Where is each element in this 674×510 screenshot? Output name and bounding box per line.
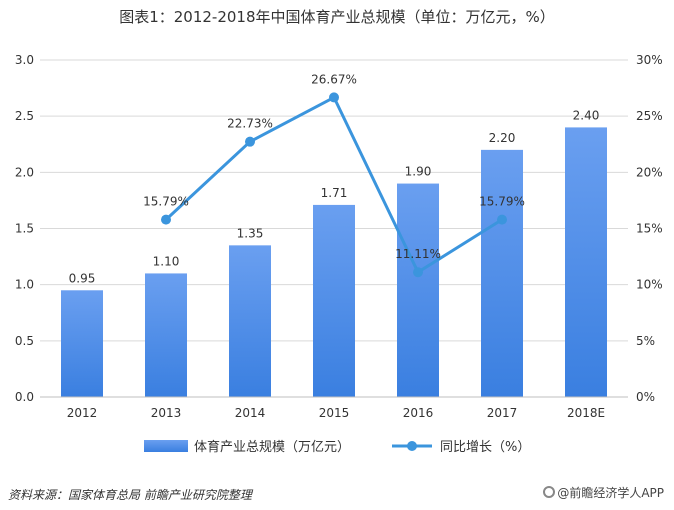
growth-value-label: 11.11% <box>395 247 441 261</box>
growth-point-2014 <box>245 136 255 147</box>
y-left-tick-label: 0.0 <box>15 390 34 404</box>
bar-2017 <box>481 149 523 397</box>
source-note: 资料来源：国家体育总局 前瞻产业研究院整理 <box>8 488 252 502</box>
brand-logo-icon <box>543 486 556 498</box>
y-right-tick-label: 10% <box>636 278 663 292</box>
legend-line-marker <box>407 441 417 451</box>
legend: 体育产业总规模（万亿元） 同比增长（%） <box>144 439 530 455</box>
y-left-tick-label: 2.0 <box>15 165 34 179</box>
y-right-tick-label: 5% <box>636 334 655 348</box>
x-tick-label: 2017 <box>487 406 518 420</box>
growth-point-2017 <box>497 214 507 225</box>
legend-line-label: 同比增长（%） <box>440 440 530 455</box>
growth-point-2015 <box>329 92 339 103</box>
y-right-tick-label: 0% <box>636 390 655 404</box>
x-tick-label: 2018E <box>567 406 605 420</box>
bar-2015 <box>313 204 355 397</box>
brand-text: @前瞻经济学人APP <box>557 486 664 500</box>
x-tick-label: 2014 <box>235 406 266 420</box>
y-right-tick-label: 20% <box>636 165 663 179</box>
y-left-tick-label: 1.5 <box>15 222 34 236</box>
bar-value-label: 1.10 <box>153 254 180 268</box>
y-left-tick-label: 2.5 <box>15 109 34 123</box>
bar-value-label: 1.71 <box>321 186 348 200</box>
bar-2018E <box>565 127 607 398</box>
y-right-tick-label: 25% <box>636 109 663 123</box>
y-left-tick-label: 1.0 <box>15 278 34 292</box>
growth-point-2013 <box>161 214 171 225</box>
bar-2014 <box>229 245 271 397</box>
bar-2012 <box>61 290 103 397</box>
growth-point-2016 <box>413 267 423 278</box>
growth-value-label: 15.79% <box>143 195 189 209</box>
y-left-tick-label: 3.0 <box>15 53 34 67</box>
y-right-tick-label: 30% <box>636 53 663 67</box>
axes: 0.0 0.5 1.0 1.5 2.0 2.5 3.0 0% 5% 10% 15% 20% 25% 30%… <box>15 53 663 420</box>
bar-value-label: 0.95 <box>69 271 96 285</box>
legend-bar-label: 体育产业总规模（万亿元） <box>194 439 350 455</box>
chart-title: 图表1：2012-2018年中国体育产业总规模（单位：万亿元，%） <box>119 8 555 26</box>
bar-2013 <box>145 273 187 397</box>
x-tick-label: 2012 <box>67 406 98 420</box>
growth-value-label: 15.79% <box>479 195 525 209</box>
x-tick-label: 2013 <box>151 406 182 420</box>
bar-value-label: 1.35 <box>237 226 264 240</box>
growth-line <box>161 92 507 278</box>
bar-2016 <box>397 183 439 397</box>
bar-value-label: 2.40 <box>573 108 600 122</box>
growth-value-label: 26.67% <box>311 72 357 86</box>
brand-credit: @前瞻经济学人APP <box>543 484 664 501</box>
bars <box>61 127 607 398</box>
bar-value-label: 2.20 <box>489 131 516 145</box>
x-tick-label: 2016 <box>403 406 434 420</box>
legend-bar-swatch <box>144 440 188 452</box>
growth-value-label: 22.73% <box>227 117 273 131</box>
y-right-tick-label: 15% <box>636 222 663 236</box>
y-left-tick-label: 0.5 <box>15 334 34 348</box>
data-labels: 0.95 1.10 1.35 1.71 1.90 2.20 2.40 15.79% 22.73%… <box>69 72 600 285</box>
x-tick-label: 2015 <box>319 406 350 420</box>
bar-value-label: 1.90 <box>405 165 432 179</box>
